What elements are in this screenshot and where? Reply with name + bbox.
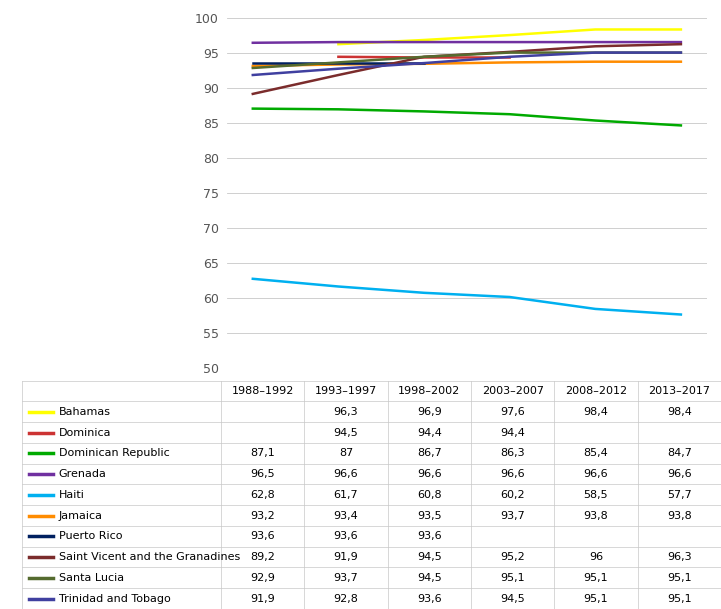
Text: Dominican Republic: Dominican Republic — [58, 448, 169, 459]
Text: 95,1: 95,1 — [500, 573, 525, 583]
Text: 96,6: 96,6 — [584, 469, 609, 479]
Text: 84,7: 84,7 — [667, 448, 691, 459]
Text: 94,5: 94,5 — [500, 594, 525, 604]
Text: 92,9: 92,9 — [250, 573, 275, 583]
Text: Jamaica: Jamaica — [58, 510, 102, 521]
Text: 86,3: 86,3 — [500, 448, 525, 459]
Text: 94,5: 94,5 — [417, 552, 442, 562]
Text: 93,6: 93,6 — [250, 531, 275, 541]
Text: 91,9: 91,9 — [334, 552, 358, 562]
Text: 2013–2017: 2013–2017 — [648, 386, 710, 396]
Text: 93,4: 93,4 — [334, 510, 358, 521]
Text: 61,7: 61,7 — [334, 490, 358, 500]
Text: 1988–1992: 1988–1992 — [231, 386, 294, 396]
Text: 93,5: 93,5 — [417, 510, 442, 521]
Text: 98,4: 98,4 — [583, 407, 609, 417]
Text: 62,8: 62,8 — [250, 490, 275, 500]
Text: 96,5: 96,5 — [250, 469, 275, 479]
Text: 94,4: 94,4 — [417, 428, 442, 437]
Text: 89,2: 89,2 — [250, 552, 275, 562]
Text: 98,4: 98,4 — [667, 407, 691, 417]
Text: 85,4: 85,4 — [583, 448, 609, 459]
Text: 96,6: 96,6 — [334, 469, 358, 479]
Text: 96,6: 96,6 — [500, 469, 525, 479]
Text: 87: 87 — [339, 448, 353, 459]
Text: 94,5: 94,5 — [334, 428, 358, 437]
Text: 93,6: 93,6 — [334, 531, 358, 541]
Text: 60,8: 60,8 — [417, 490, 442, 500]
Text: 96,6: 96,6 — [667, 469, 691, 479]
Text: 96,9: 96,9 — [417, 407, 442, 417]
Text: 87,1: 87,1 — [250, 448, 275, 459]
Text: 96,3: 96,3 — [667, 552, 691, 562]
Text: Puerto Rico: Puerto Rico — [58, 531, 122, 541]
Text: Bahamas: Bahamas — [58, 407, 111, 417]
Text: Saint Vicent and the Granadines: Saint Vicent and the Granadines — [58, 552, 240, 562]
Text: 86,7: 86,7 — [417, 448, 442, 459]
Text: 92,8: 92,8 — [334, 594, 358, 604]
Text: Santa Lucia: Santa Lucia — [58, 573, 124, 583]
Text: 93,6: 93,6 — [417, 594, 442, 604]
Text: Dominica: Dominica — [58, 428, 111, 437]
Text: 1998–2002: 1998–2002 — [398, 386, 461, 396]
Text: 1993–1997: 1993–1997 — [315, 386, 377, 396]
Text: 95,1: 95,1 — [667, 573, 691, 583]
Text: Haiti: Haiti — [58, 490, 84, 500]
Text: 96: 96 — [589, 552, 603, 562]
Text: 2008–2012: 2008–2012 — [565, 386, 627, 396]
Text: 58,5: 58,5 — [584, 490, 609, 500]
Text: 95,2: 95,2 — [500, 552, 525, 562]
Text: 93,6: 93,6 — [417, 531, 442, 541]
Text: 93,2: 93,2 — [250, 510, 275, 521]
Text: 95,1: 95,1 — [584, 573, 609, 583]
Text: 2003–2007: 2003–2007 — [482, 386, 544, 396]
Text: 93,8: 93,8 — [583, 510, 609, 521]
Text: 94,5: 94,5 — [417, 573, 442, 583]
Text: 95,1: 95,1 — [667, 594, 691, 604]
Text: 93,7: 93,7 — [334, 573, 358, 583]
Text: 97,6: 97,6 — [500, 407, 525, 417]
Text: 96,3: 96,3 — [334, 407, 358, 417]
Text: 91,9: 91,9 — [250, 594, 275, 604]
Text: Grenada: Grenada — [58, 469, 107, 479]
Text: Trinidad and Tobago: Trinidad and Tobago — [58, 594, 170, 604]
Text: 93,8: 93,8 — [667, 510, 691, 521]
Text: 57,7: 57,7 — [667, 490, 691, 500]
Text: 96,6: 96,6 — [417, 469, 442, 479]
Text: 93,7: 93,7 — [500, 510, 525, 521]
Text: 95,1: 95,1 — [584, 594, 609, 604]
Text: 60,2: 60,2 — [500, 490, 525, 500]
Text: 94,4: 94,4 — [500, 428, 525, 437]
